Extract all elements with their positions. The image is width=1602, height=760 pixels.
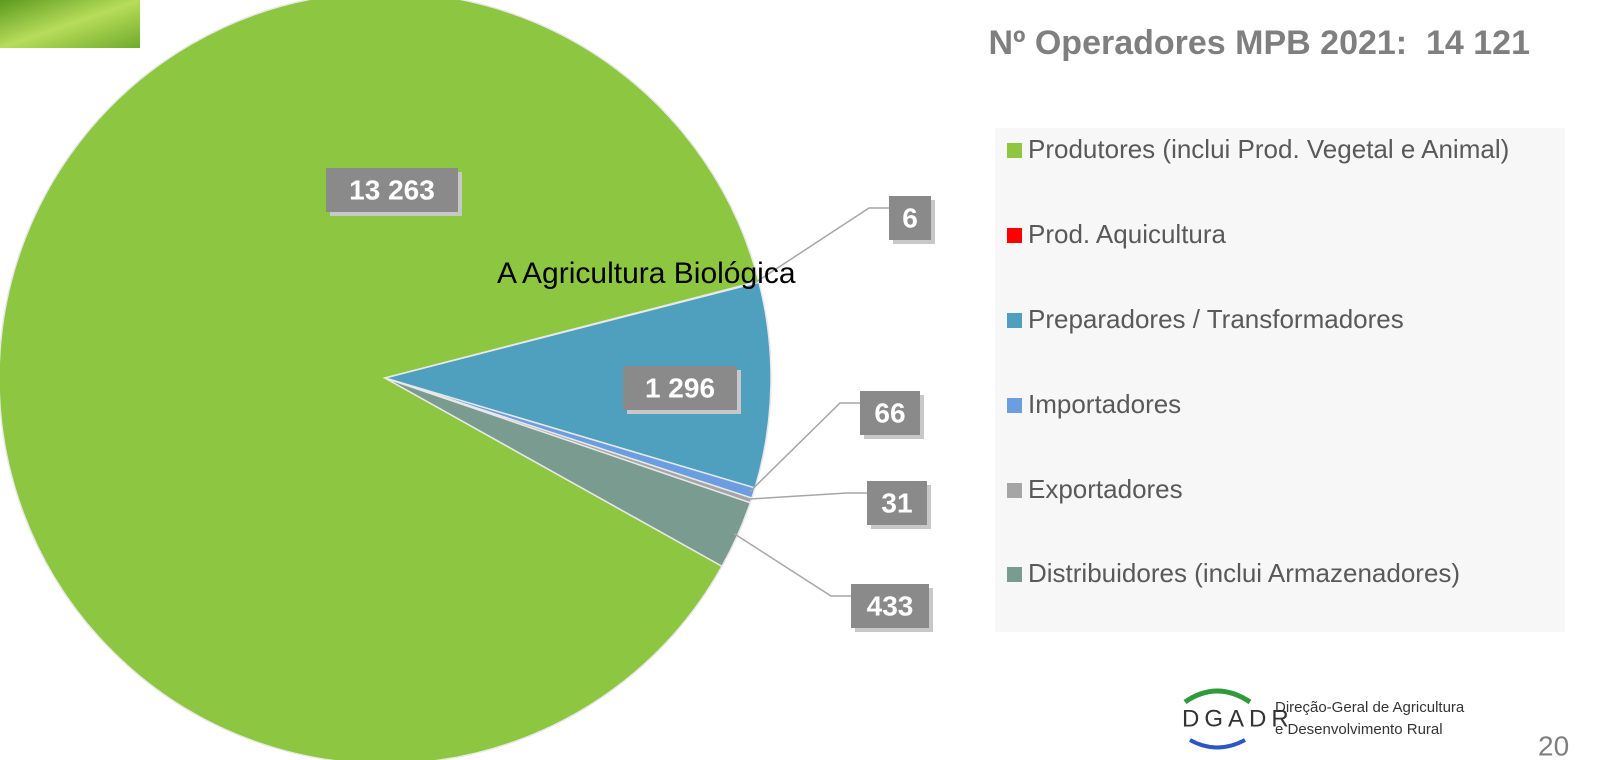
legend-label: Preparadores / Transformadores	[1028, 304, 1404, 334]
pie-slice	[0, 0, 760, 760]
pie-slice	[382, 281, 772, 489]
label-box	[851, 584, 929, 628]
org-name: Direção-Geral de Agricultura	[1275, 699, 1465, 716]
legend-label: Importadores	[1028, 389, 1182, 419]
leader-line	[749, 402, 860, 493]
label-box	[889, 196, 931, 240]
label-box	[867, 481, 927, 525]
label-box	[623, 366, 737, 410]
data-label: 6	[902, 202, 918, 233]
data-label: 1 296	[645, 372, 715, 403]
legend-label: Prod. Aquicultura	[1028, 219, 1227, 249]
legend-swatch	[1007, 143, 1022, 158]
data-label: 13 263	[349, 174, 435, 205]
legend-swatch	[1007, 313, 1022, 328]
legend-item: Preparadores / Transformadores	[1007, 304, 1557, 335]
legend-item: Distribuidores (inclui Armazenadores)	[1007, 558, 1557, 589]
data-label: 433	[867, 590, 914, 621]
page-number: 20	[1538, 730, 1569, 760]
legend: Produtores (inclui Prod. Vegetal e Anima…	[995, 128, 1565, 632]
legend-item: Produtores (inclui Prod. Vegetal e Anima…	[1007, 134, 1557, 165]
logo-arc	[1183, 688, 1252, 705]
label-box	[326, 168, 458, 212]
legend-item: Importadores	[1007, 389, 1557, 420]
label-box	[860, 391, 920, 435]
leader-line	[747, 492, 867, 500]
legend-label: Distribuidores (inclui Armazenadores)	[1028, 558, 1461, 588]
legend-swatch	[1007, 567, 1022, 582]
legend-label: Exportadores	[1028, 474, 1183, 504]
legend-swatch	[1007, 398, 1022, 413]
data-label: 31	[881, 487, 912, 518]
legend-swatch	[1007, 228, 1022, 243]
leader-line	[754, 207, 889, 284]
logo-text: DGADR	[1182, 705, 1294, 732]
data-label: 66	[874, 397, 905, 428]
data-labels: 13 263 6 1 296 66 31 433	[326, 168, 935, 632]
legend-swatch	[1007, 483, 1022, 498]
leaf-image	[0, 0, 140, 48]
legend-item: Exportadores	[1007, 474, 1557, 505]
legend-item: Prod. Aquicultura	[1007, 219, 1557, 250]
pie	[0, 0, 772, 760]
leader-line	[733, 532, 851, 597]
legend-label: Produtores (inclui Prod. Vegetal e Anima…	[1028, 134, 1510, 164]
org-name: e Desenvolvimento Rural	[1275, 721, 1443, 738]
annotation: A Agricultura Biológica	[497, 257, 796, 290]
chart-title: Nº Operadores MPB 2021: 14 121	[988, 24, 1530, 62]
logo-arc	[1189, 738, 1246, 750]
